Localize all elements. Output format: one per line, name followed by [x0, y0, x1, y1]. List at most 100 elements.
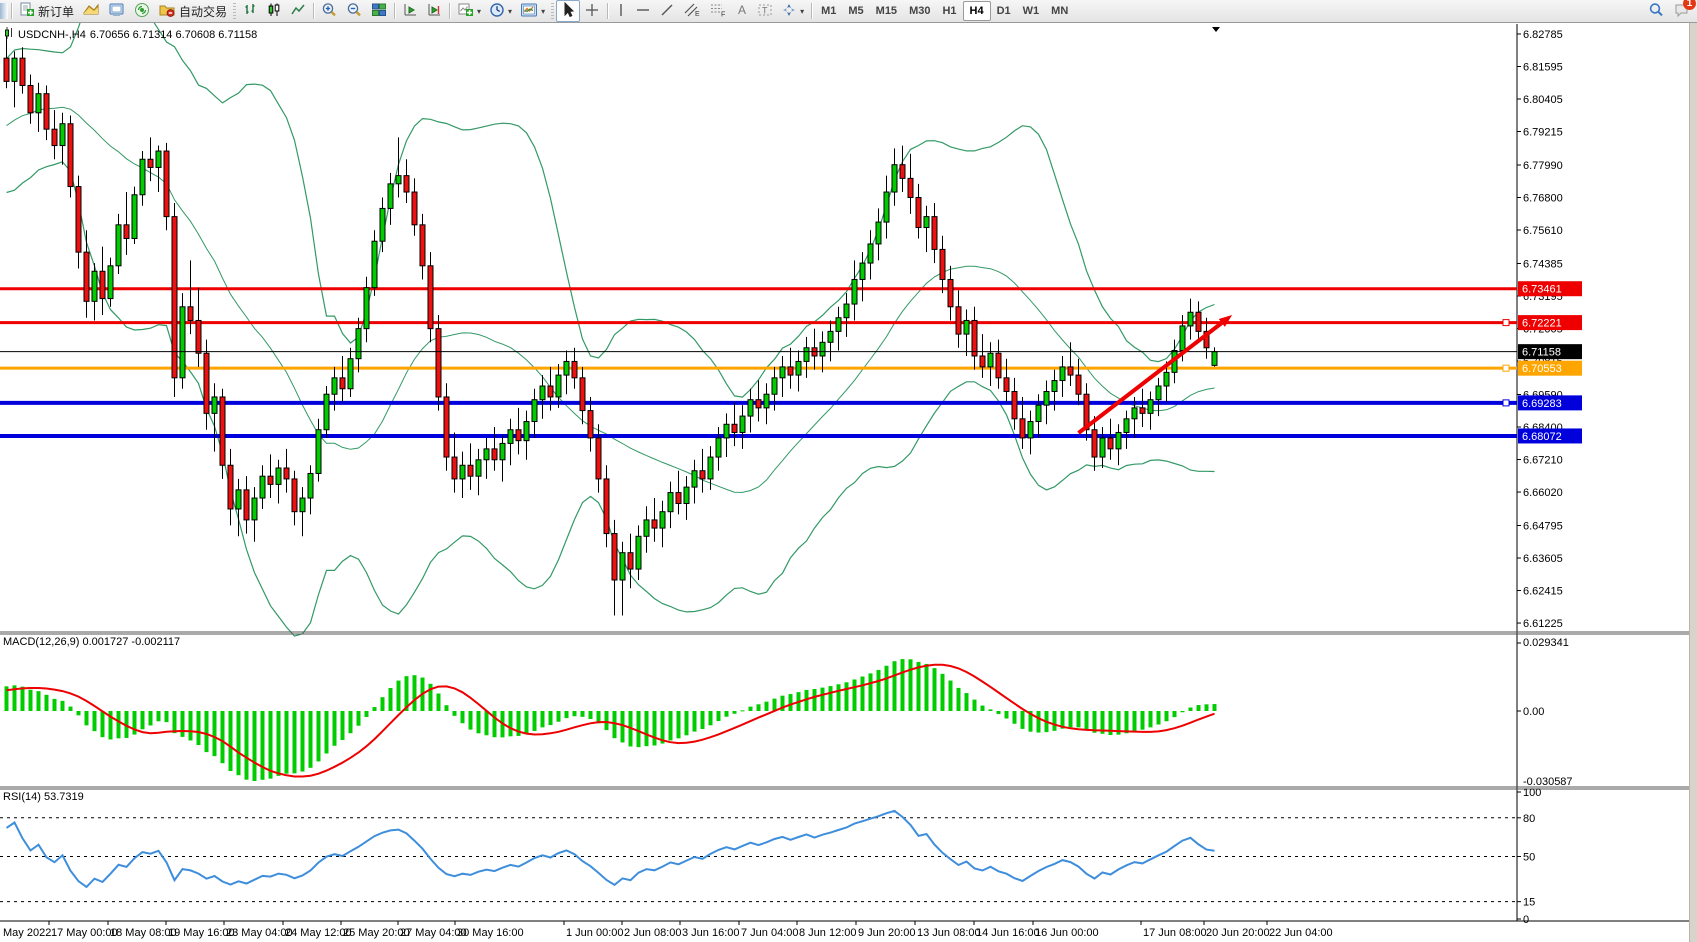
periods-button[interactable]: ▾: [485, 1, 516, 21]
candle-body: [939, 248, 946, 280]
chart-canvas[interactable]: 6.82785 6.81595 6.80405 6.79215 6.77990 6.768…: [0, 23, 1697, 942]
price-axis-label: 6.79215: [1523, 127, 1563, 139]
candle-body: [603, 478, 610, 535]
macd-bar: [1084, 711, 1089, 730]
macd-bar: [340, 711, 345, 741]
price-badge-6.73461-bg: [1518, 281, 1582, 297]
candle-body: [1123, 418, 1130, 433]
candle-body: [291, 478, 298, 513]
candle-body: [35, 93, 42, 114]
timeframe-w1-button[interactable]: W1: [1022, 5, 1040, 17]
date-axis-label: 17 May 00:00: [51, 927, 118, 939]
autotrade-button[interactable]: 自动交易: [154, 1, 231, 21]
notification-count-badge: 1: [1683, 0, 1696, 10]
candle-body: [659, 511, 666, 529]
candle-body: [579, 377, 586, 412]
signal-button[interactable]: [130, 1, 154, 21]
line-chart-button[interactable]: [286, 1, 310, 21]
horizontal-line-tool-button[interactable]: [631, 1, 655, 21]
trend-line-tool-button[interactable]: [655, 1, 679, 21]
chart-area[interactable]: USDCNH-,H4 6.70656 6.71314 6.70608 6.711…: [0, 23, 1697, 942]
timeframe-h4-button[interactable]: H4: [962, 1, 991, 21]
templates-button[interactable]: ▾: [516, 1, 549, 21]
candle-body: [515, 429, 522, 442]
text-label-tool-button[interactable]: T: [753, 1, 777, 21]
timeframe-m15-button[interactable]: M15: [875, 5, 898, 17]
clipped-edge-icon: [0, 3, 8, 19]
rsi-axis-label: 50: [1523, 852, 1535, 864]
candle-body: [787, 366, 794, 376]
macd-bar: [364, 711, 369, 717]
candle-body: [755, 399, 762, 409]
rsi-line: [5, 809, 1215, 889]
search-icon[interactable]: [1648, 2, 1665, 21]
timeframe-m5-button[interactable]: M5: [848, 5, 864, 17]
macd-bar: [996, 711, 1001, 715]
candle-body: [987, 352, 994, 368]
equidistant-channel-icon: E: [683, 2, 701, 21]
price-axis-label: 6.76800: [1523, 192, 1563, 204]
candle-body: [1099, 437, 1106, 458]
timeframe-mn-button[interactable]: MN: [1051, 5, 1069, 17]
add-indicator-button[interactable]: ▾: [453, 1, 485, 21]
macd-bar: [156, 711, 161, 722]
timeframe-m30-button[interactable]: M30: [909, 5, 931, 17]
candle-body: [1163, 371, 1170, 387]
candle-body: [91, 270, 98, 302]
scroll-position-marker[interactable]: [1212, 27, 1220, 32]
macd-bar: [940, 673, 945, 711]
new-order-button[interactable]: 新订单: [15, 1, 78, 21]
date-axis-label: 23 May 04:00: [226, 927, 293, 939]
auto-scroll-button[interactable]: [398, 1, 422, 21]
crosshair-tool-button[interactable]: [580, 1, 604, 21]
candle-body: [1075, 374, 1082, 395]
timeframe-d1-button[interactable]: D1: [996, 5, 1011, 17]
candle-body: [819, 341, 826, 357]
trend-arrow[interactable]: [1077, 318, 1227, 435]
timeframe-h1-button[interactable]: H1: [942, 5, 957, 17]
price-badge-6.69283: 6.69283: [1522, 398, 1562, 410]
timeframe-m1-button[interactable]: M1: [821, 5, 837, 17]
macd-bar: [564, 711, 569, 719]
macd-signal-line: [6, 663, 1215, 778]
vertical-line-tool-button[interactable]: [611, 1, 631, 21]
zoom-in-button[interactable]: [317, 1, 342, 21]
candle-body: [123, 224, 130, 239]
line-handle[interactable]: [1502, 399, 1510, 407]
trend-line-icon: [659, 2, 675, 21]
candle-body: [483, 448, 490, 461]
macd-bar: [1172, 711, 1177, 718]
macd-bar: [4, 686, 9, 711]
market-watch-button[interactable]: [104, 1, 130, 21]
candle-body: [851, 278, 858, 305]
candle-body: [979, 355, 986, 368]
cursor-tool-button[interactable]: [556, 0, 581, 22]
bar-chart-button[interactable]: [238, 1, 262, 21]
candle-body: [747, 399, 754, 417]
chevron-down-icon: ▾: [541, 6, 546, 16]
text-tool-button[interactable]: A: [731, 1, 753, 21]
arrows-tool-button[interactable]: ▾: [777, 1, 808, 21]
macd-bar: [404, 676, 409, 711]
fibonacci-tool-button[interactable]: F: [705, 1, 731, 21]
notifications-icon[interactable]: 1: [1673, 0, 1696, 21]
line-handle[interactable]: [1502, 364, 1510, 372]
candle-body: [1067, 366, 1074, 376]
macd-bar: [780, 695, 785, 711]
tile-windows-button[interactable]: [367, 1, 391, 21]
macd-bar: [412, 675, 417, 711]
candle-body: [955, 306, 962, 335]
line-handle[interactable]: [1502, 319, 1510, 327]
chart-profiles-button[interactable]: [78, 1, 104, 21]
macd-bar: [108, 711, 113, 740]
candlestick-chart-button[interactable]: [262, 1, 286, 21]
equidistant-channel-tool-button[interactable]: E: [679, 1, 705, 21]
date-axis-label: 18 May 08:00: [110, 927, 177, 939]
candle-body: [547, 385, 554, 398]
macd-bar: [924, 663, 929, 711]
chart-shift-button[interactable]: [422, 1, 446, 21]
toolbar-separator: [449, 3, 451, 19]
zoom-out-button[interactable]: [342, 1, 367, 21]
macd-bar: [124, 711, 129, 738]
